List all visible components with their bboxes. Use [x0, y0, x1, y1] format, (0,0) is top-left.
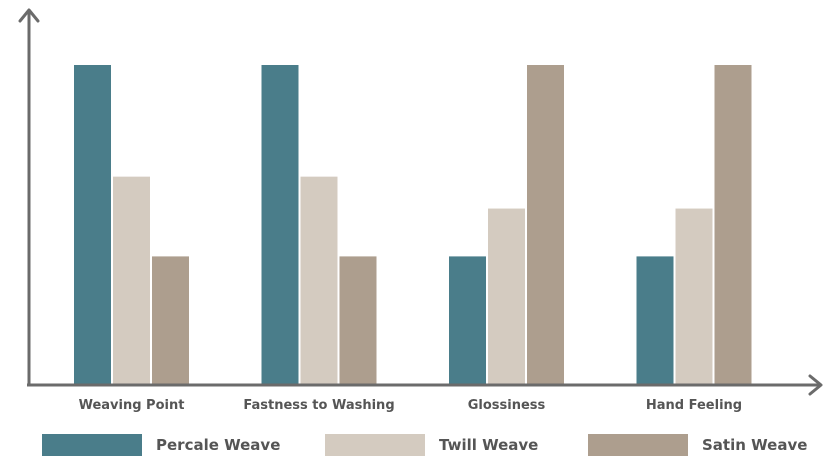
chart: Weaving Point Fastness to Washing Glossine… [18, 8, 823, 413]
bar-twill-weave-fastness-to-washing [300, 176, 338, 384]
bar-percale-weave-glossiness [449, 256, 486, 384]
bar-percale-weave-weaving-point [74, 65, 111, 384]
legend-label-percale: Percale Weave [156, 436, 281, 454]
legend-swatch-twill [325, 434, 425, 456]
bar-satin-weave-hand-feeling [714, 65, 752, 384]
legend-swatch-percale [42, 434, 142, 456]
category-label-fastness-to-washing: Fastness to Washing [243, 398, 394, 413]
bar-percale-weave-hand-feeling [636, 256, 674, 384]
bar-percale-weave-fastness-to-washing [261, 65, 299, 384]
legend-item-satin: Satin Weave [588, 434, 807, 456]
legend-item-twill: Twill Weave [325, 434, 538, 456]
legend-item-percale: Percale Weave [42, 434, 280, 456]
legend-label-satin: Satin Weave [702, 436, 808, 454]
legend-label-twill: Twill Weave [439, 436, 539, 454]
bar-satin-weave-glossiness [527, 65, 564, 384]
x-axis-arrow [808, 374, 823, 396]
legend-swatch-satin [588, 434, 688, 456]
bar-twill-weave-glossiness [488, 208, 525, 384]
category-labels: Weaving Point Fastness to Washing Glossine… [79, 398, 743, 413]
y-axis-arrow [18, 8, 40, 23]
bar-twill-weave-weaving-point [113, 176, 150, 384]
category-label-weaving-point: Weaving Point [79, 398, 185, 413]
bar-satin-weave-weaving-point [152, 256, 189, 384]
axes-group [18, 8, 823, 396]
legend: Percale Weave Twill Weave Satin Weave [0, 434, 828, 460]
bar-satin-weave-fastness-to-washing [339, 256, 377, 384]
bar-twill-weave-hand-feeling [675, 208, 713, 384]
category-label-glossiness: Glossiness [468, 398, 546, 413]
bars-group [74, 65, 752, 384]
category-label-hand-feeling: Hand Feeling [646, 398, 742, 413]
